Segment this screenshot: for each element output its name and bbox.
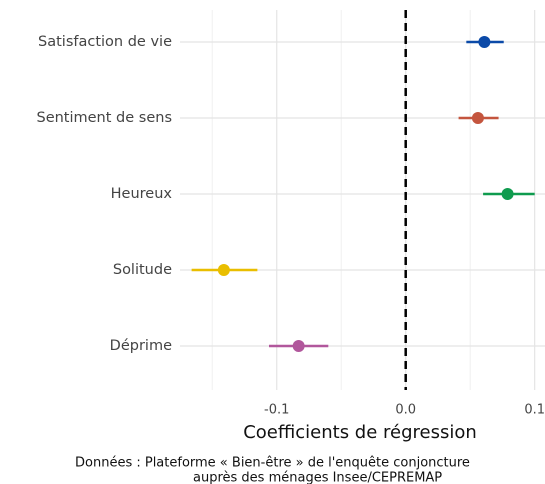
- y-tick-label: Déprime: [110, 338, 172, 354]
- x-tick-label: -0.1: [264, 403, 289, 418]
- y-tick-label: Heureux: [111, 186, 173, 202]
- y-tick-label: Sentiment de sens: [36, 110, 172, 126]
- point: [478, 36, 491, 48]
- caption: Données : Plateforme « Bien-être » de l'…: [75, 456, 470, 471]
- point: [471, 112, 484, 124]
- point: [292, 340, 305, 352]
- x-tick-label: 0.1: [524, 403, 545, 418]
- point: [501, 188, 514, 200]
- y-tick-label: Solitude: [113, 262, 172, 278]
- x-tick-label: 0.0: [395, 403, 416, 418]
- caption: auprès des ménages Insee/CEPREMAP: [193, 471, 442, 484]
- point: [217, 264, 230, 276]
- y-tick-label: Satisfaction de vie: [38, 34, 172, 50]
- x-axis-label: Coefficients de régression: [243, 422, 477, 443]
